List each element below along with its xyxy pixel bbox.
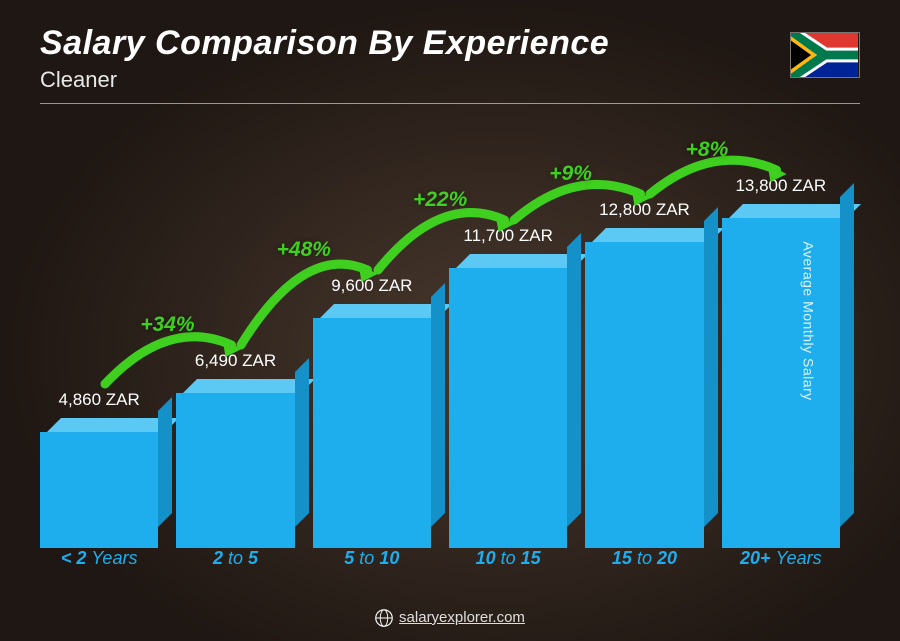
country-flag-icon [790, 32, 860, 78]
bar-group: 6,490 ZAR 2 to 5 [176, 351, 294, 569]
increase-value: +22% [413, 188, 467, 212]
bar-value-label: 12,800 ZAR [599, 200, 690, 220]
source-link[interactable]: salaryexplorer.com [399, 609, 525, 626]
bar [40, 418, 158, 534]
bar-side-face [704, 207, 718, 527]
bar-category-label: < 2 Years [61, 548, 138, 569]
bar-value-label: 6,490 ZAR [195, 351, 276, 371]
chart-title: Salary Comparison By Experience [40, 24, 860, 63]
increase-value: +8% [686, 138, 729, 162]
bar-chart: 4,860 ZAR < 2 Years 6,490 ZAR 2 to 5 9,600 Z… [40, 120, 840, 569]
bar [176, 379, 294, 534]
bar-category-label: 15 to 20 [612, 548, 677, 569]
bar-side-face [567, 233, 581, 527]
bar-front-face [176, 393, 294, 548]
bar [585, 228, 703, 534]
bar-side-face [840, 183, 854, 527]
chart-subtitle: Cleaner [40, 67, 860, 93]
bar-value-label: 11,700 ZAR [463, 226, 552, 246]
bar-category-label: 5 to 10 [344, 548, 399, 569]
bar-group: 11,700 ZAR 10 to 15 [449, 226, 567, 569]
bar-front-face [449, 268, 567, 548]
y-axis-label: Average Monthly Salary [800, 241, 816, 400]
bar [722, 204, 840, 534]
logo-icon [375, 609, 393, 627]
bar-category-label: 20+ Years [740, 548, 822, 569]
bar-value-label: 13,800 ZAR [735, 176, 826, 196]
header: Salary Comparison By Experience Cleaner [40, 24, 860, 104]
footer: salaryexplorer.com [0, 609, 900, 627]
bar [449, 254, 567, 534]
bar-side-face [431, 283, 445, 527]
bar-group: 4,860 ZAR < 2 Years [40, 390, 158, 569]
bar-category-label: 2 to 5 [213, 548, 258, 569]
increase-value: +34% [140, 313, 194, 337]
header-divider [40, 103, 860, 104]
bar-front-face [722, 218, 840, 548]
bar-front-face [313, 318, 431, 548]
bar-front-face [40, 432, 158, 548]
increase-value: +48% [277, 238, 331, 262]
bar-front-face [585, 242, 703, 548]
bar-group: 12,800 ZAR 15 to 20 [585, 200, 703, 569]
bar-value-label: 9,600 ZAR [331, 276, 412, 296]
bar-group: 9,600 ZAR 5 to 10 [313, 276, 431, 569]
bar [313, 304, 431, 534]
bar-category-label: 10 to 15 [476, 548, 541, 569]
bar-side-face [295, 358, 309, 527]
increase-value: +9% [549, 162, 592, 186]
bar-value-label: 4,860 ZAR [59, 390, 140, 410]
infographic-container: Salary Comparison By Experience Cleaner … [0, 0, 900, 641]
bar-side-face [158, 397, 172, 527]
bar-group: 13,800 ZAR 20+ Years [722, 176, 840, 569]
